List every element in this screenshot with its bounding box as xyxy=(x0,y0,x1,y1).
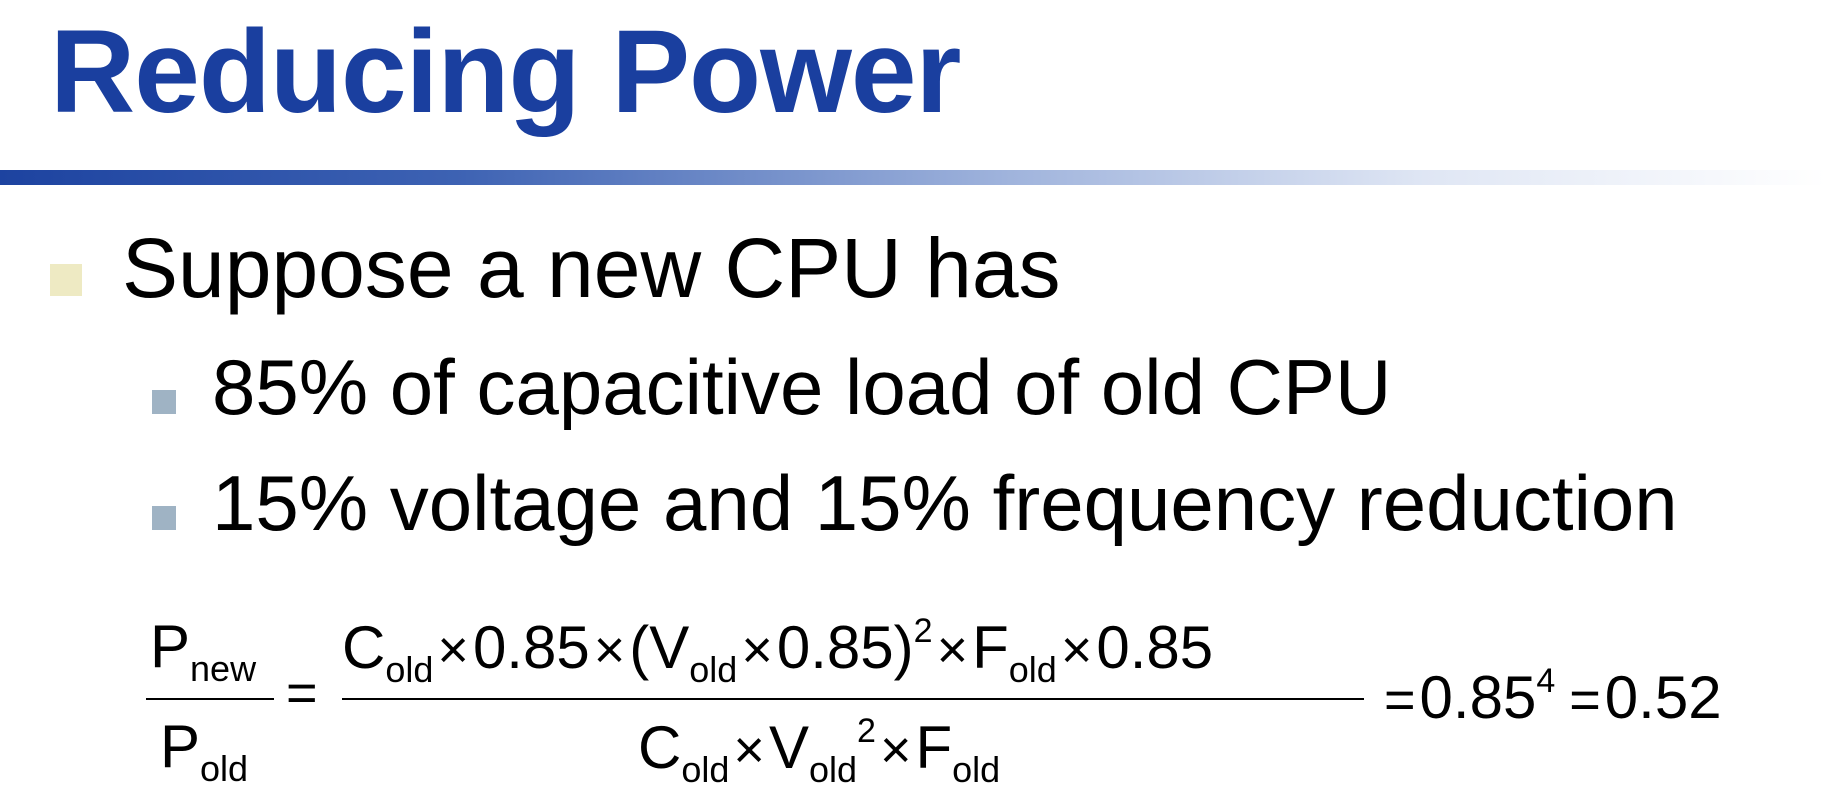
voltage-symbol: V xyxy=(649,614,690,681)
subbullet-text-1: 85% of capacitive load of old CPU xyxy=(212,343,1392,431)
new-subscript: new xyxy=(190,648,257,689)
times-sign: × xyxy=(936,620,969,680)
times-sign: × xyxy=(733,720,765,780)
factor-value: 0.85 xyxy=(1096,614,1214,681)
main-denominator: Cold×Vold2×Fold xyxy=(638,712,1000,791)
result-exponent: 4 xyxy=(1536,662,1556,700)
times-sign: × xyxy=(1060,620,1093,680)
power-symbol: P xyxy=(150,613,191,680)
power-symbol: P xyxy=(160,713,201,780)
result-value: 0.52 xyxy=(1604,664,1722,731)
factor-value: 0.85 xyxy=(776,614,894,681)
old-subscript: old xyxy=(952,749,1001,790)
lhs-fraction-bar xyxy=(146,698,274,700)
result-base: 0.85 xyxy=(1419,664,1537,731)
main-fraction-bar xyxy=(342,698,1364,700)
square-exponent: 2 xyxy=(913,612,933,650)
power-ratio-formula: Pnew Pold = Cold×0.85×(Vold×0.85)2×Fold×… xyxy=(146,612,1826,802)
times-sign: × xyxy=(879,720,912,780)
square-exponent: 2 xyxy=(857,712,876,750)
lhs-fraction: Pnew Pold xyxy=(146,612,276,802)
voltage-symbol: V xyxy=(768,714,809,781)
times-sign: × xyxy=(593,620,626,680)
old-subscript: old xyxy=(200,748,249,789)
capacitance-symbol: C xyxy=(342,614,386,681)
bullet-square-level2 xyxy=(152,390,176,414)
frequency-symbol: F xyxy=(915,714,953,781)
old-subscript: old xyxy=(385,649,434,690)
old-subscript: old xyxy=(681,749,730,790)
main-fraction: Cold×0.85×(Vold×0.85)2×Fold×0.85 Cold×Vo… xyxy=(342,612,1366,802)
slide-title: Reducing Power xyxy=(50,6,961,138)
old-subscript: old xyxy=(689,649,738,690)
lhs-denominator: Pold xyxy=(160,712,248,790)
bullet-square-level2 xyxy=(152,506,176,530)
close-paren: ) xyxy=(893,614,914,681)
factor-value: 0.85 xyxy=(472,614,590,681)
old-subscript: old xyxy=(808,749,858,790)
times-sign: × xyxy=(741,620,773,680)
main-numerator: Cold×0.85×(Vold×0.85)2×Fold×0.85 xyxy=(342,612,1213,691)
formula-results: =0.854 =0.52 xyxy=(1380,662,1722,732)
times-sign: × xyxy=(437,620,469,680)
title-underline-gradient xyxy=(0,170,1826,185)
old-subscript: old xyxy=(1008,649,1057,690)
equals-sign: = xyxy=(286,663,318,723)
open-paren: ( xyxy=(629,614,650,681)
bullet-text-level1: Suppose a new CPU has xyxy=(122,221,1061,315)
subbullet-text-2: 15% voltage and 15% frequency reduction xyxy=(212,459,1678,547)
bullet-square-level1 xyxy=(50,264,82,296)
lhs-numerator: Pnew xyxy=(150,612,256,690)
frequency-symbol: F xyxy=(972,614,1009,681)
equals-sign: = xyxy=(1569,670,1601,730)
equals-sign: = xyxy=(1384,670,1416,730)
capacitance-symbol: C xyxy=(638,714,682,781)
